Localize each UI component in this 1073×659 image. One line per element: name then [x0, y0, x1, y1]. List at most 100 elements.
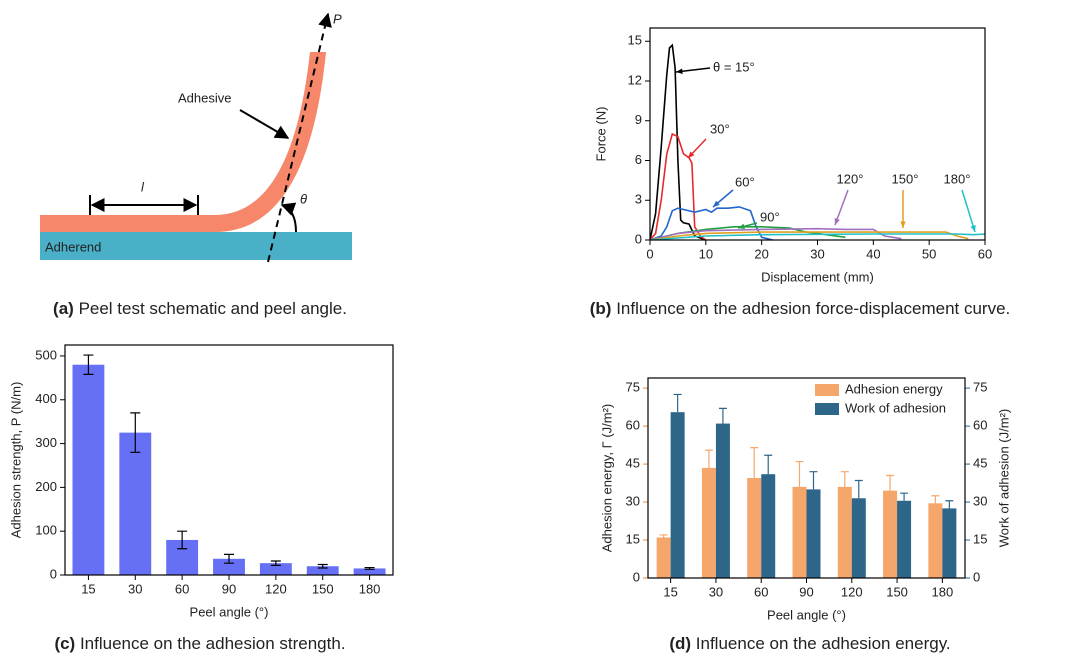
arrow-head: [688, 151, 695, 158]
line-series: [649, 132, 707, 241]
legend-label: Adhesion energy: [845, 381, 943, 396]
schematic: P Adhesive l θ Adherend: [40, 11, 352, 263]
series-label: 150°: [892, 171, 919, 186]
caption-text: Influence on the adhesion force-displace…: [616, 299, 1010, 318]
x-axis-label: Displacement (mm): [761, 269, 874, 284]
arrow-head: [713, 200, 720, 207]
y-tick-label: 15: [626, 531, 640, 546]
arrow-head: [738, 223, 745, 229]
angle-arc: [280, 202, 297, 233]
bar: [747, 478, 762, 578]
y-tick-label: 9: [635, 112, 642, 127]
y-tick-label: 500: [35, 347, 57, 362]
error-bar: [795, 460, 804, 487]
error-bar: [83, 354, 94, 375]
x-tick-label: 30: [709, 584, 723, 599]
adhesive-label: Adhesive: [178, 90, 231, 105]
y-axis-label: Adhesion energy, Γ (J/m²): [599, 404, 614, 553]
series-label: 30°: [710, 121, 730, 136]
force-label: P: [333, 11, 342, 26]
adhesive-arrow: [239, 109, 290, 139]
error-bar: [854, 479, 863, 499]
peel-direction: [267, 12, 332, 263]
bar: [851, 498, 866, 578]
chart: 0 100 200 300 400 500 Peel angle (°) Adhesion s…: [8, 344, 394, 619]
x-tick-label: 20: [754, 246, 768, 261]
y-axis-label: Force (N): [593, 107, 608, 162]
y-tick-label: 100: [35, 523, 57, 538]
y-tick-label: 0: [635, 231, 642, 246]
caption-label: (b): [590, 299, 612, 318]
error-bar: [764, 454, 773, 475]
bar: [792, 486, 807, 578]
x-tick-label: 30: [810, 246, 824, 261]
bar: [883, 490, 898, 578]
error-bar: [673, 393, 682, 413]
bar: [259, 563, 292, 575]
series-label: 60°: [735, 174, 755, 189]
x-tick-label: 30: [128, 581, 142, 596]
y-tick-label: 15: [628, 33, 642, 48]
legend-label: Work of adhesion: [845, 400, 946, 415]
plot-frame: [649, 27, 986, 241]
bar: [306, 566, 339, 575]
y2-tick-label: 15: [973, 531, 987, 546]
adherend: [40, 232, 352, 260]
caption: (b) Influence on the adhesion force-disp…: [590, 299, 1011, 318]
chart: 0 3 6 9 12 15 Displacement (mm) Force (N) 0 10 20 3…: [593, 27, 992, 284]
caption: (c) Influence on the adhesion strength.: [54, 634, 345, 653]
bar: [72, 364, 105, 575]
y-tick-label: 0: [633, 569, 640, 584]
error-bar: [945, 500, 954, 509]
series-label: 180°: [944, 171, 971, 186]
adherend-label: Adherend: [45, 239, 101, 254]
error-bar: [704, 449, 713, 468]
bar: [670, 412, 685, 578]
bar: [897, 500, 912, 578]
label-arrow: [961, 189, 976, 233]
bar: [353, 568, 386, 575]
error-bar: [750, 447, 759, 478]
arrow-head: [900, 221, 906, 228]
x-tick-label: 90: [222, 581, 236, 596]
bar: [806, 489, 821, 578]
line-series: [649, 206, 773, 241]
caption: (a) Peel test schematic and peel angle.: [53, 299, 347, 318]
caption-text: Influence on the adhesion strength.: [80, 634, 346, 653]
bar: [119, 432, 152, 575]
bar: [942, 508, 957, 578]
legend-swatch: [815, 384, 839, 396]
error-bar: [931, 495, 940, 504]
caption-text: Influence on the adhesion energy.: [696, 634, 951, 653]
arrow-head: [970, 225, 976, 232]
x-tick-label: 50: [922, 246, 936, 261]
x-tick-label: 15: [663, 584, 677, 599]
x-tick-label: 40: [866, 246, 880, 261]
x-tick-label: 150: [886, 584, 908, 599]
error-bar: [900, 492, 909, 501]
error-bar: [177, 530, 188, 550]
x-tick-label: 15: [81, 581, 95, 596]
bar: [213, 558, 245, 575]
bar: [656, 537, 671, 578]
x-tick-label: 180: [359, 581, 381, 596]
length-label: l: [141, 179, 145, 194]
y-axis-label: Adhesion strength, P (N/m): [8, 382, 23, 539]
y-tick-label: 30: [626, 493, 640, 508]
legend-swatch: [815, 403, 839, 415]
error-bar: [886, 474, 895, 491]
x-tick-label: 180: [932, 584, 954, 599]
error-bar: [270, 560, 281, 566]
y-tick-label: 60: [626, 418, 640, 433]
x-tick-label: 60: [175, 581, 189, 596]
error-bar: [809, 471, 818, 490]
series-label: 90°: [760, 209, 780, 224]
y-tick-label: 300: [35, 435, 57, 450]
x-tick-label: 90: [799, 584, 813, 599]
y-tick-label: 200: [35, 479, 57, 494]
x-tick-label: 120: [841, 584, 863, 599]
bar: [715, 423, 730, 578]
y2-tick-label: 30: [973, 493, 987, 508]
y2-tick-label: 60: [973, 418, 987, 433]
x-tick-label: 120: [265, 581, 287, 596]
